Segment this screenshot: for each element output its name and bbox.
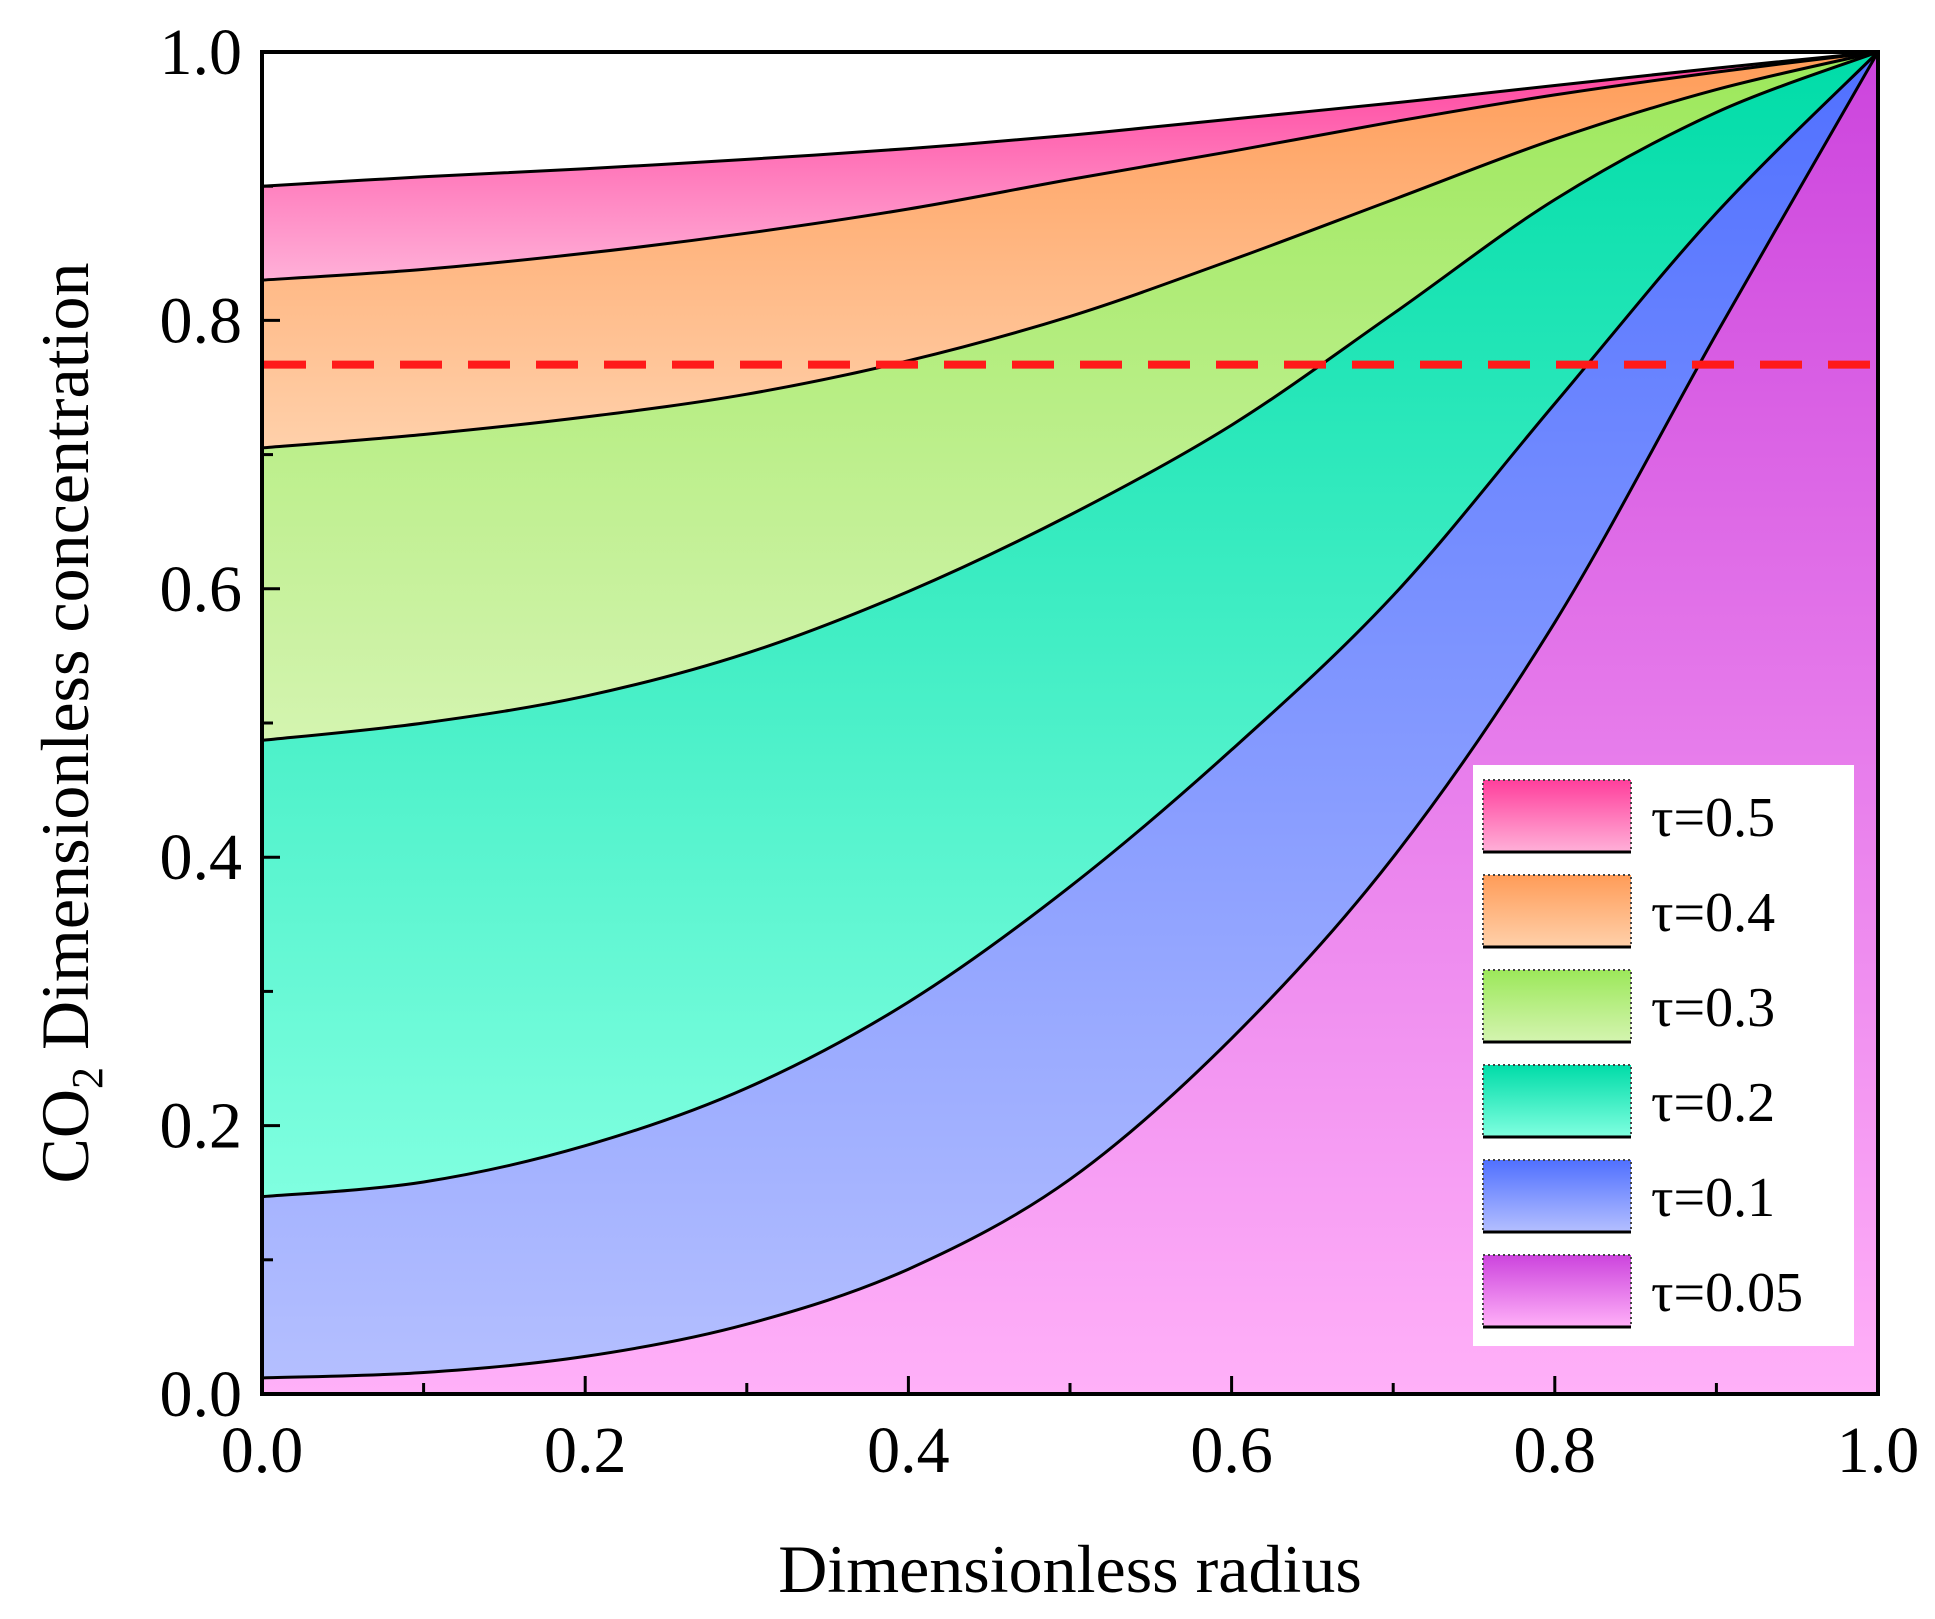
band-τ=0.1 — [262, 52, 1878, 1378]
series-line-τ=0.05 — [261, 51, 1880, 1380]
legend-label-τ=0.5: τ=0.5 — [1651, 787, 1775, 849]
legend-label-τ=0.1: τ=0.1 — [1651, 1167, 1775, 1229]
series-line-τ=0.2 — [261, 50, 1879, 742]
x-tick-label: 0.8 — [1514, 1414, 1597, 1487]
y-tick-label: 0.0 — [160, 1358, 243, 1431]
legend-label-τ=0.4: τ=0.4 — [1651, 882, 1775, 944]
y-tick-label: 0.8 — [160, 284, 243, 357]
legend-swatch-τ=0.4 — [1483, 875, 1631, 947]
axis-tick-labels: 0.0 0.2 0.4 0.6 0.8 1.0 0.0 0.2 0.4 0.6 0.8 1.0 — [160, 16, 1920, 1487]
legend-swatch-τ=0.1 — [1483, 1160, 1631, 1232]
x-tick-label: 0.0 — [221, 1414, 304, 1487]
series-line-τ=0.4 — [261, 50, 1879, 282]
legend: τ=0.5 τ=0.4 τ=0.3 τ=0.2 τ=0.1 τ=0.05 — [1473, 765, 1854, 1346]
band-τ=0.5 — [262, 52, 1878, 281]
x-tick-label: 1.0 — [1837, 1414, 1920, 1487]
series-line-τ=0.1 — [261, 50, 1880, 1199]
y-axis-title-co: CO — [27, 1089, 103, 1183]
legend-box — [1473, 765, 1854, 1346]
band-τ=0.2 — [262, 52, 1878, 1197]
y-tick-label: 1.0 — [160, 16, 243, 89]
series-line-τ=0.5 — [261, 50, 1879, 188]
legend-label-τ=0.05: τ=0.05 — [1651, 1262, 1803, 1324]
axis-ticks — [260, 50, 1880, 1396]
y-tick-label: 0.4 — [160, 821, 243, 894]
x-axis-title: Dimensionless radius — [778, 1531, 1362, 1607]
y-axis-title-rest: Dimensionless concentration — [27, 263, 103, 1067]
x-tick-label: 0.2 — [544, 1414, 627, 1487]
y-tick-label: 0.2 — [160, 1090, 243, 1163]
y-axis-title: CO2 Dimensionless concentration — [27, 263, 112, 1184]
x-tick-label: 0.4 — [867, 1414, 950, 1487]
legend-swatch-τ=0.2 — [1483, 1065, 1631, 1137]
x-tick-label: 0.6 — [1190, 1414, 1273, 1487]
y-tick-label: 0.6 — [160, 553, 243, 626]
band-τ=0.3 — [262, 52, 1878, 741]
band-τ=0.4 — [262, 52, 1878, 448]
series-line-τ=0.3 — [261, 50, 1879, 450]
legend-label-τ=0.3: τ=0.3 — [1651, 977, 1775, 1039]
legend-label-τ=0.2: τ=0.2 — [1651, 1072, 1775, 1134]
legend-swatch-τ=0.5 — [1483, 780, 1631, 852]
y-axis-title-subscript: 2 — [63, 1067, 112, 1089]
legend-swatch-τ=0.05 — [1483, 1255, 1631, 1327]
legend-swatch-τ=0.3 — [1483, 970, 1631, 1042]
